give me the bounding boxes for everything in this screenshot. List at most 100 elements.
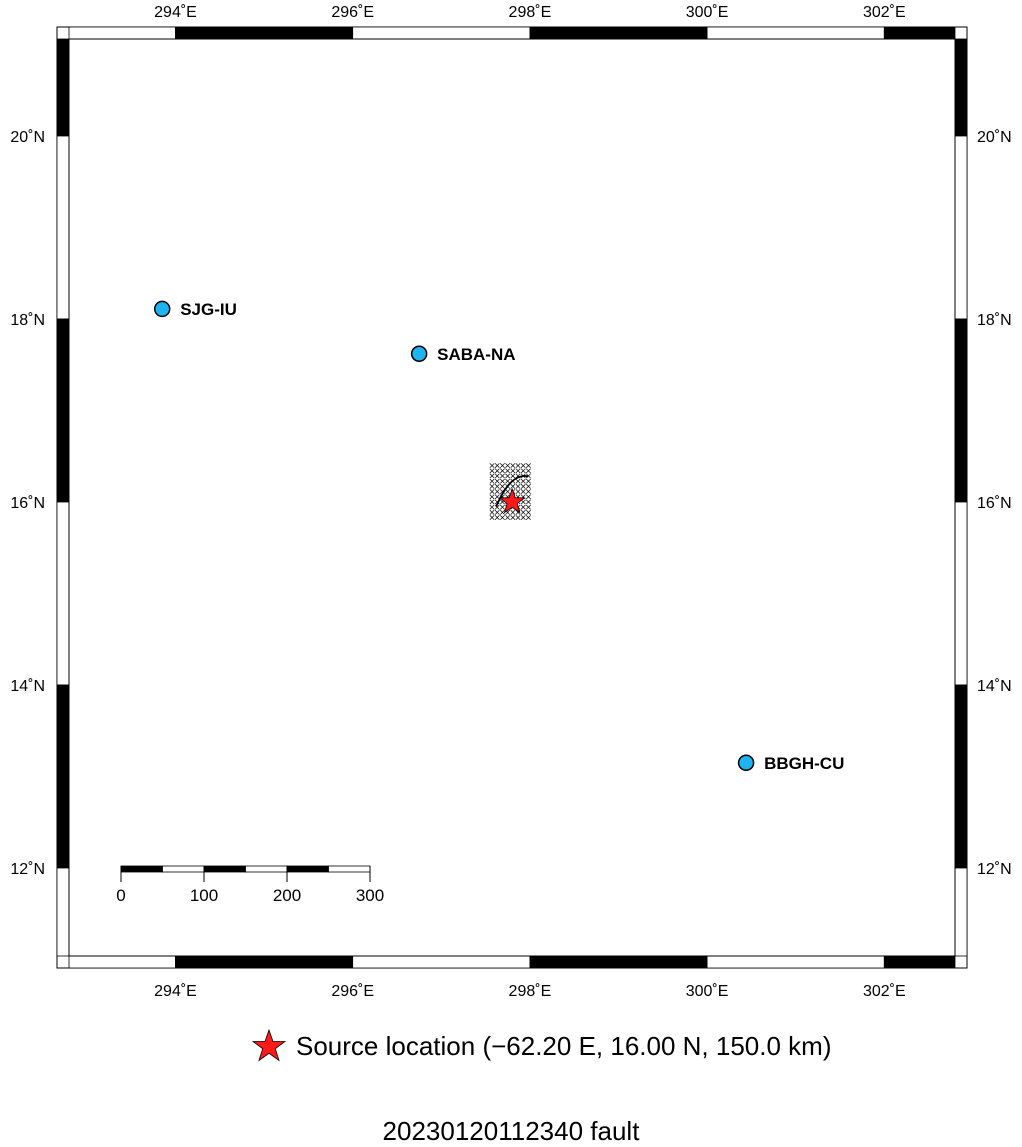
lon-tick-label-top: 298˚E — [509, 4, 552, 21]
frame-band-left — [56, 135, 70, 320]
grid-node-marker — [499, 473, 505, 479]
lat-tick-label-right: 18˚N — [977, 312, 1012, 329]
grid-node-marker — [505, 468, 511, 474]
grid-node-marker — [515, 478, 521, 484]
station-marker — [410, 345, 428, 363]
lat-tick-label-left: 20˚N — [10, 129, 45, 146]
frame-band-bottom — [529, 955, 708, 969]
legend: Source location (−62.20 E, 16.00 N, 150.… — [252, 1028, 831, 1064]
frame-band-bottom — [352, 955, 531, 969]
lat-tick-label-right: 16˚N — [977, 495, 1012, 512]
grid-node-marker — [510, 468, 516, 474]
lon-tick-label-bottom: 302˚E — [863, 983, 906, 1000]
grid-search-area — [489, 463, 531, 521]
lat-tick-label-right: 14˚N — [977, 678, 1012, 695]
scale-bar-segment — [120, 865, 163, 873]
grid-node-marker — [510, 463, 516, 469]
grid-node-marker — [525, 463, 531, 469]
frame-band-top — [175, 26, 354, 40]
grid-node-marker — [525, 473, 531, 479]
grid-node-marker — [525, 499, 531, 505]
frame-band-left — [56, 501, 70, 686]
frame-band-right — [954, 318, 968, 503]
grid-node-marker — [499, 515, 505, 521]
grid-node-marker — [510, 473, 516, 479]
grid-node-marker — [520, 509, 526, 515]
lat-tick-label-left: 18˚N — [10, 312, 45, 329]
frame-band-left — [56, 38, 70, 137]
lat-tick-label-left: 16˚N — [10, 495, 45, 512]
grid-node-marker — [499, 509, 505, 515]
grid-node-marker — [515, 515, 521, 521]
figure-title: 20230120112340 fault — [382, 1116, 640, 1146]
grid-node-marker — [489, 468, 495, 474]
grid-node-marker — [520, 478, 526, 484]
grid-node-marker — [494, 483, 500, 489]
grid-node-marker — [525, 489, 531, 495]
grid-node-marker — [505, 489, 511, 495]
legend-text: Source location (−62.20 E, 16.00 N, 150.… — [296, 1030, 832, 1061]
frame-band-bottom — [706, 955, 885, 969]
frame-band-top — [529, 26, 708, 40]
grid-node-marker — [505, 463, 511, 469]
grid-node-marker — [510, 509, 516, 515]
frame-band-right — [954, 867, 968, 957]
tick-labels: 294˚E 294˚E 296˚E 296˚E 298˚E 298˚E 300˚E 300˚E… — [10, 4, 1011, 1000]
grid-node-marker — [515, 463, 521, 469]
lon-tick-label-top: 302˚E — [863, 4, 906, 21]
frame-band-right — [954, 501, 968, 686]
grid-node-marker — [525, 515, 531, 521]
source-star-icon — [252, 1029, 286, 1062]
grid-node-marker — [505, 515, 511, 521]
lon-tick-label-top: 300˚E — [686, 4, 729, 21]
grid-node-marker — [494, 478, 500, 484]
grid-node-marker — [489, 515, 495, 521]
grid-node-marker — [520, 489, 526, 495]
scale-bar: 0 100 200 300 — [116, 865, 384, 905]
frame-band-bottom — [883, 955, 956, 969]
grid-node-marker — [494, 494, 500, 500]
source-marker — [498, 487, 526, 514]
frame-band-right — [954, 684, 968, 869]
scale-bar-segment — [286, 865, 329, 873]
grid-node-marker — [515, 483, 521, 489]
grid-node-marker — [520, 515, 526, 521]
grid-node-marker — [494, 509, 500, 515]
grid-node-marker — [499, 483, 505, 489]
grid-node-marker — [525, 494, 531, 500]
source-star — [498, 487, 526, 514]
station-label: BBGH-CU — [764, 754, 844, 773]
grid-node-marker — [494, 473, 500, 479]
grid-node-marker — [489, 499, 495, 505]
grid-node-marker — [499, 478, 505, 484]
grid-node-marker — [515, 489, 521, 495]
grid-node-marker — [525, 483, 531, 489]
grid-node-marker — [489, 478, 495, 484]
grid-node-marker — [515, 468, 521, 474]
scale-bar-label: 0 — [116, 886, 125, 905]
grid-node-marker — [489, 504, 495, 510]
grid-node-marker — [489, 483, 495, 489]
scale-bar-label: 200 — [273, 886, 301, 905]
fault-trace — [495, 475, 529, 507]
lon-tick-label-bottom: 298˚E — [509, 983, 552, 1000]
lon-tick-label-top: 294˚E — [154, 4, 197, 21]
grid-node-marker — [489, 463, 495, 469]
grid-node-marker — [494, 489, 500, 495]
lat-tick-label-left: 12˚N — [10, 861, 45, 878]
lon-tick-label-top: 296˚E — [331, 4, 374, 21]
grid-node-marker — [520, 463, 526, 469]
frame-band-bottom — [175, 955, 354, 969]
station-label: SJG-IU — [180, 300, 237, 319]
scale-bar-segment — [328, 865, 371, 873]
lon-tick-label-bottom: 294˚E — [154, 983, 197, 1000]
grid-node-marker — [494, 468, 500, 474]
station-marker — [737, 754, 755, 772]
frame-band-left — [56, 684, 70, 869]
grid-node-marker — [499, 504, 505, 510]
grid-node-marker — [489, 494, 495, 500]
grid-node-marker — [505, 473, 511, 479]
frame-band-left — [56, 867, 70, 957]
frame-band-top — [883, 26, 956, 40]
